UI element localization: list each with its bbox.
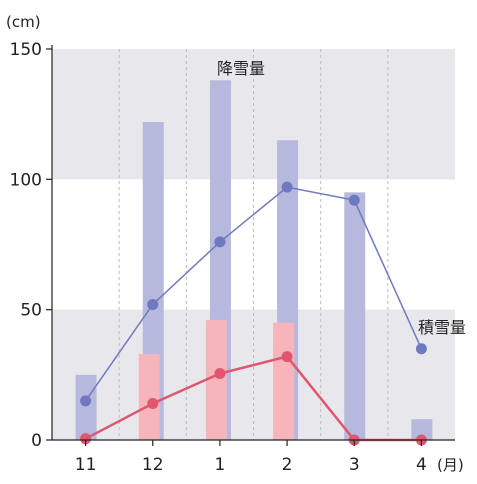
y-axis-unit: (cm) bbox=[6, 13, 41, 31]
snowfall-point-4 bbox=[415, 343, 427, 355]
x-tick-label-2: 2 bbox=[282, 455, 293, 475]
x-tick-label-3: 3 bbox=[349, 455, 360, 475]
line-series bbox=[80, 181, 427, 446]
snowfall-line bbox=[84, 186, 423, 402]
x-tick-label-11: 11 bbox=[75, 455, 97, 475]
depth-bar-2 bbox=[273, 322, 295, 440]
y-tick-label-0: 0 bbox=[31, 431, 42, 451]
x-axis-unit: (月) bbox=[437, 456, 464, 474]
vertical-gridlines bbox=[118, 49, 389, 440]
depth-point-11 bbox=[80, 433, 92, 445]
snowfall-point-2 bbox=[281, 181, 293, 193]
axes bbox=[46, 45, 455, 446]
y-tick-label-50: 50 bbox=[20, 301, 42, 321]
x-tick-label-12: 12 bbox=[142, 455, 164, 475]
depth-bar-12 bbox=[138, 353, 160, 440]
annotation-snow-depth: 積雪量 bbox=[418, 318, 466, 337]
snowfall-point-11 bbox=[80, 395, 92, 407]
snowfall-bar-11 bbox=[75, 374, 97, 440]
y-tick-label-100: 100 bbox=[10, 170, 42, 190]
depth-point-2 bbox=[281, 351, 293, 363]
depth-bar-1 bbox=[205, 320, 227, 440]
snowfall-point-12 bbox=[147, 298, 159, 310]
annotation-snowfall: 降雪量 bbox=[217, 59, 265, 78]
y-tick-label-150: 150 bbox=[10, 40, 42, 60]
x-tick-label-4: 4 bbox=[416, 455, 427, 475]
snowfall-point-3 bbox=[348, 194, 360, 206]
x-tick-label-1: 1 bbox=[215, 455, 226, 475]
snowfall-bar-3 bbox=[344, 192, 366, 440]
snowfall-point-1 bbox=[214, 236, 226, 248]
depth-point-1 bbox=[214, 368, 226, 380]
depth-point-12 bbox=[147, 398, 159, 410]
snowfall-bar-4 bbox=[411, 419, 433, 440]
